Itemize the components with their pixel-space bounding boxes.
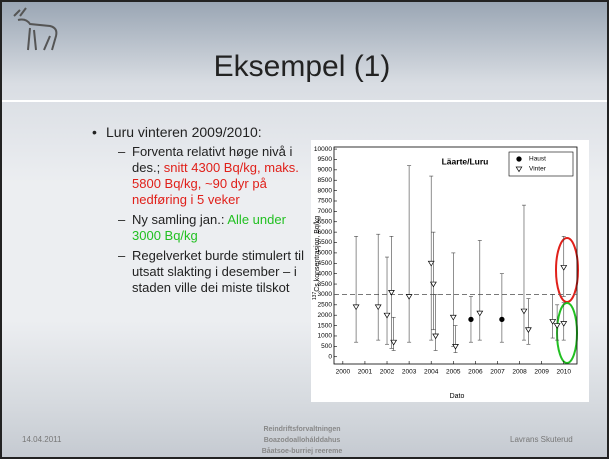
sub-bullet: Regelverket burde stimulert til utsatt s…	[92, 248, 312, 296]
bullet-list: Luru vinteren 2009/2010: Forventa relati…	[92, 124, 312, 296]
y-tick-label: 1000	[318, 333, 333, 340]
chart-title: Läarte/Luru	[442, 156, 489, 166]
text-segment: Forventa relativt høge nivå i des.;	[132, 144, 293, 175]
y-tick-label: 4000	[318, 270, 333, 277]
point	[549, 319, 557, 325]
y-tick-label: 1500	[318, 322, 333, 329]
text-segment: snitt 4300 Bq/kg, maks. 5800 Bq/kg, ~90 …	[132, 160, 299, 207]
x-tick-label: 2006	[468, 369, 483, 376]
point	[383, 312, 391, 319]
point	[560, 265, 568, 271]
highlight-green	[556, 302, 578, 364]
footer-line: Boazodoallohálddahus	[263, 437, 341, 444]
legend-marker	[516, 156, 522, 162]
y-axis-label-sup: 137	[312, 292, 318, 301]
legend-marker	[515, 166, 523, 173]
x-tick-label: 2005	[446, 369, 461, 376]
point	[553, 323, 561, 329]
x-tick-label: 2003	[402, 369, 417, 376]
x-tick-label: 2001	[358, 369, 373, 376]
point	[520, 308, 528, 315]
y-tick-label: 7000	[318, 208, 333, 215]
y-tick-label: 6000	[318, 229, 333, 236]
x-tick-label: 2010	[557, 369, 572, 376]
x-tick-label: 2004	[424, 369, 439, 376]
point	[476, 310, 484, 317]
y-tick-label: 3000	[318, 291, 333, 298]
y-tick-label: 2000	[318, 312, 333, 319]
footer-line: Reindriftsforvaltningen	[263, 426, 341, 433]
highlight-red	[555, 237, 579, 303]
y-tick-label: 7500	[318, 198, 333, 205]
point	[388, 290, 395, 296]
point	[429, 281, 437, 288]
x-tick-label: 2007	[490, 369, 505, 376]
y-tick-label: 6500	[318, 218, 333, 225]
reindeer-logo	[13, 7, 58, 51]
y-axis-label-main: Cs konsentrasjon, Bq/kg	[314, 216, 321, 292]
point	[524, 327, 532, 334]
y-tick-label: 8000	[318, 187, 333, 194]
point	[560, 321, 568, 327]
point	[374, 304, 382, 311]
point	[449, 314, 457, 321]
legend-label: Vinter	[529, 166, 547, 173]
bullet: Luru vinteren 2009/2010:	[92, 124, 312, 140]
point	[468, 316, 474, 323]
x-tick-label: 2002	[380, 369, 395, 376]
legend-box	[508, 151, 574, 177]
slide-title: Eksempel (1)	[213, 50, 391, 83]
point	[390, 339, 398, 346]
footer-author: Lavrans Skuterud	[510, 435, 573, 444]
point	[452, 343, 459, 350]
text-segment: Regelverket burde stimulert til utsatt s…	[132, 248, 304, 295]
y-tick-label: 0	[328, 353, 332, 360]
x-tick-label: 2000	[336, 369, 351, 376]
y-tick-label: 8500	[318, 177, 333, 184]
y-tick-label: 5500	[318, 239, 333, 246]
text-segment: Ny samling jan.:	[132, 212, 228, 227]
y-tick-label: 5000	[318, 250, 333, 257]
y-tick-label: 3500	[318, 281, 333, 288]
point	[405, 294, 413, 300]
x-tick-label: 2008	[512, 369, 527, 376]
y-tick-label: 9000	[318, 167, 333, 174]
legend-label: Haust	[529, 156, 546, 163]
x-axis-label: Dato	[450, 393, 465, 400]
point	[352, 304, 360, 311]
y-tick-label: 9500	[318, 156, 333, 163]
y-tick-label: 500	[321, 343, 332, 350]
y-tick-label: 10000	[314, 146, 332, 153]
footer-date: 14.04.2011	[22, 435, 62, 444]
point	[427, 260, 435, 267]
y-axis-label: 137Cs konsentrasjon, Bq/kg	[312, 216, 321, 300]
plot-frame	[333, 146, 578, 365]
text-segment: Alle under 3000 Bq/kg	[132, 212, 286, 243]
point	[499, 316, 505, 323]
divider	[2, 100, 607, 102]
point	[432, 333, 440, 340]
x-tick-label: 2009	[534, 369, 549, 376]
y-tick-label: 2500	[318, 302, 333, 309]
sub-bullet: Ny samling jan.: Alle under 3000 Bq/kg	[92, 212, 312, 244]
footer-line: Båatsoe-burriej reereme	[261, 448, 343, 455]
chart: Läarte/Luru Dato 137Cs konsentrasjon, Bq…	[311, 140, 589, 402]
sub-bullet: Forventa relativt høge nivå i des.; snit…	[92, 144, 312, 208]
y-tick-label: 4500	[318, 260, 333, 267]
footer-center: Reindriftsforvaltningen Boazodoalloháldda…	[202, 424, 402, 457]
